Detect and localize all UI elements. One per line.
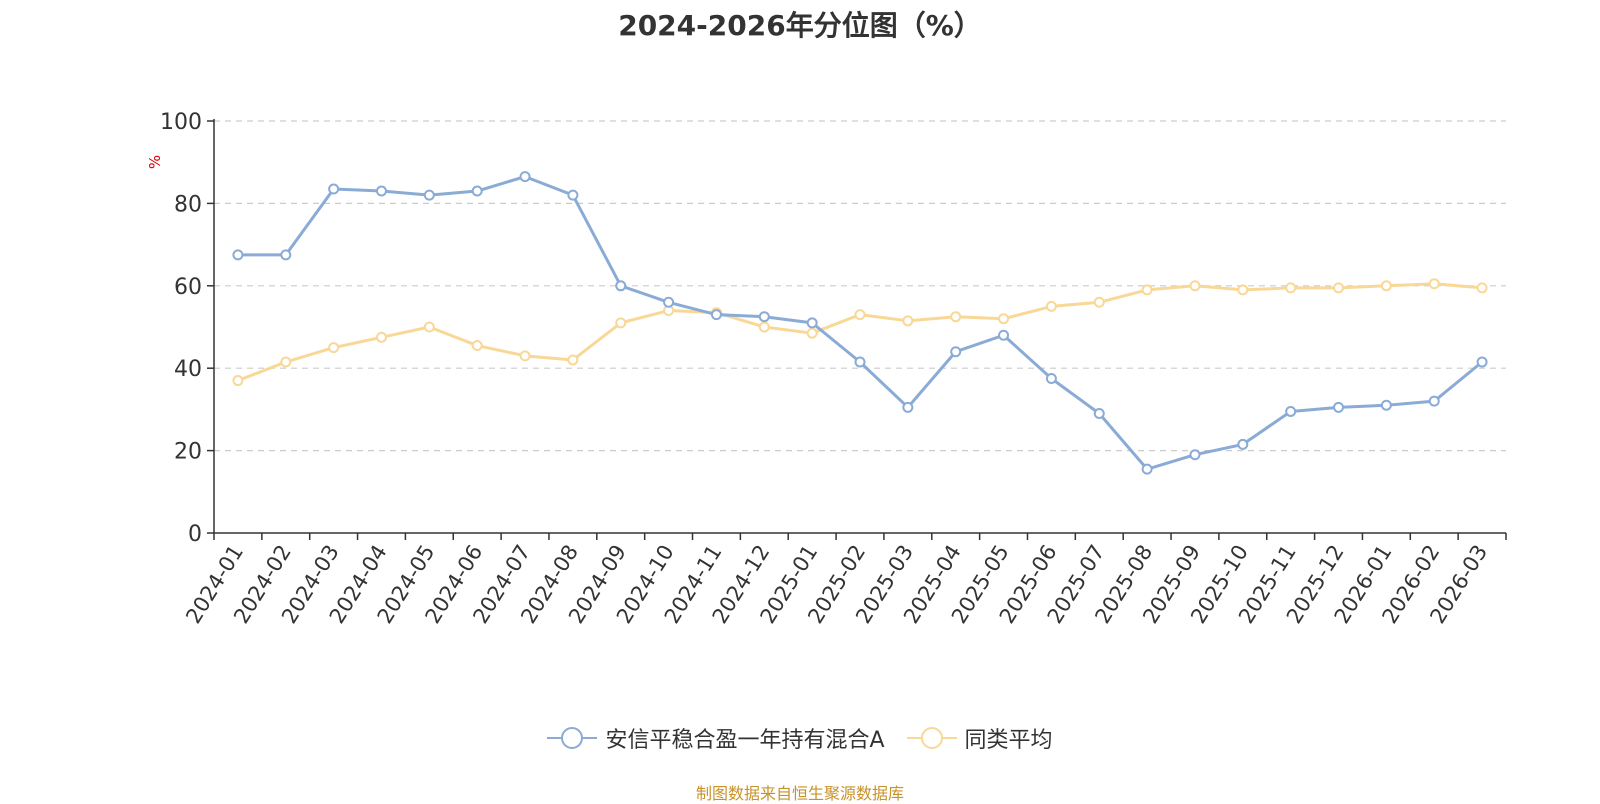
data-point [1045,373,1057,384]
data-point [1237,438,1249,450]
legend-item-fund[interactable]: 安信平稳合盈一年持有混合A [547,722,885,754]
data-point [806,327,818,339]
data-point [1045,300,1057,312]
chart-title: 2024-2026年分位图（%） [618,9,982,42]
legend-label-fund: 安信平稳合盈一年持有混合A [605,728,885,753]
data-point [375,185,387,197]
series [232,171,1488,475]
data-point [902,401,914,413]
y-tick-label: 0 [188,522,202,547]
legend-swatch-peer-icon [906,726,957,750]
y-tick-label: 20 [174,440,202,465]
data-point [950,311,962,323]
data-point [519,171,531,183]
data-point [663,296,675,308]
data-point [1285,405,1297,417]
data-point [471,340,483,352]
data-point [998,329,1010,341]
data-point [567,354,579,366]
data-point [471,185,483,197]
data-point [1189,449,1201,461]
data-point [280,249,292,261]
data-point [328,183,340,195]
y-tick-label: 100 [160,110,202,135]
data-point [328,342,340,354]
legend-item-peer-average[interactable]: 同类平均 [906,722,1053,754]
data-point [615,317,627,329]
data-point [232,375,244,387]
y-tick-label: 40 [174,357,202,382]
data-point [710,309,722,321]
data-point [854,309,866,321]
y-tick-label: 60 [174,275,202,300]
data-point [423,189,435,201]
data-point [1285,282,1297,294]
legend: 安信平稳合盈一年持有混合A 同类平均 [0,722,1600,754]
data-point [1093,408,1105,420]
data-point [1333,282,1345,294]
data-point [615,280,627,292]
source-note: 制图数据来自恒生聚源数据库 [695,784,904,803]
data-point [1093,296,1105,308]
data-point [758,311,770,323]
legend-label-peer-average: 同类平均 [964,728,1053,753]
axes: 0204060801002024-012024-022024-032024-04… [160,110,1507,628]
data-point [1428,395,1440,407]
data-point [1380,399,1392,411]
data-point [758,321,770,333]
legend-swatch-fund-icon [547,726,598,750]
data-point [1237,284,1249,296]
y-axis-label: % [146,155,164,169]
grid-lines [214,120,1506,452]
data-point [806,317,818,329]
data-point [950,346,962,358]
data-point [1476,356,1488,368]
data-point [232,249,244,261]
data-point [567,189,579,201]
data-point [902,315,914,327]
data-point [1141,463,1153,475]
data-point [519,350,531,362]
data-point [854,356,866,368]
data-point [1380,280,1392,292]
data-point [998,313,1010,325]
data-point [1189,280,1201,292]
y-tick-label: 80 [174,192,202,217]
data-point [1476,282,1488,294]
data-point [423,321,435,333]
data-point [375,331,387,343]
data-point [1333,401,1345,413]
data-point [1141,284,1153,296]
data-point [280,356,292,368]
series-line-0 [237,175,1484,471]
data-point [1428,278,1440,290]
